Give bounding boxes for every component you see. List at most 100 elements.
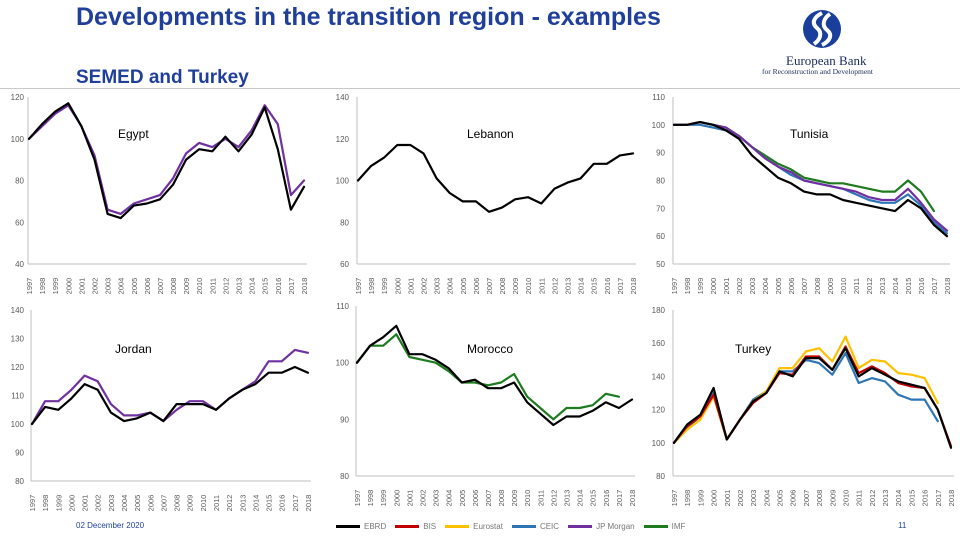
x-tick-label: 2014 xyxy=(894,490,903,507)
y-tick-label: 110 xyxy=(336,302,349,311)
x-tick-label: 2002 xyxy=(418,490,427,507)
x-tick-label: 2015 xyxy=(265,495,274,512)
logo-text-line1: European Bank xyxy=(786,53,867,68)
y-tick-label: 90 xyxy=(656,149,665,158)
legend-item-ebrd: EBRD xyxy=(336,522,386,531)
x-tick-label: 2000 xyxy=(393,278,402,295)
series-line-imf xyxy=(355,333,620,421)
x-tick-label: 2008 xyxy=(497,490,506,507)
x-tick-label: 2006 xyxy=(471,490,480,507)
x-tick-label: 2011 xyxy=(208,278,217,294)
x-tick-label: 2007 xyxy=(484,490,493,507)
x-tick-label: 1998 xyxy=(683,278,692,295)
y-tick-label: 120 xyxy=(11,363,25,372)
x-tick-label: 2007 xyxy=(802,490,811,507)
x-tick-label: 2016 xyxy=(278,495,287,512)
x-tick-label: 2016 xyxy=(602,490,611,507)
y-tick-label: 100 xyxy=(336,177,350,186)
y-tick-label: 130 xyxy=(11,335,25,344)
series-line-ebrd xyxy=(356,143,635,213)
x-tick-label: 2000 xyxy=(709,278,718,295)
legend-swatch xyxy=(568,524,593,528)
y-tick-label: 120 xyxy=(652,406,666,415)
footer-date: 02 December 2020 xyxy=(76,521,145,530)
x-tick-label: 1999 xyxy=(696,278,705,295)
x-tick-label: 2006 xyxy=(789,490,798,507)
x-tick-label: 2000 xyxy=(710,490,719,507)
x-tick-label: 2018 xyxy=(628,490,637,507)
x-tick-label: 1997 xyxy=(670,278,679,295)
chart-panel-label: Turkey xyxy=(735,342,771,356)
x-tick-label: 2017 xyxy=(615,490,624,507)
x-tick-label: 2003 xyxy=(432,490,441,507)
page-title: Developments in the transition region - … xyxy=(76,3,661,31)
x-tick-label: 1999 xyxy=(54,495,63,512)
x-tick-label: 2007 xyxy=(485,278,494,295)
x-tick-label: 2007 xyxy=(156,278,165,295)
x-tick-label: 1998 xyxy=(41,495,50,512)
x-tick-label: 2003 xyxy=(104,278,113,295)
x-tick-label: 2001 xyxy=(405,490,414,507)
legend-item-ceic: CEIC xyxy=(511,521,560,531)
legend-label: Eurostat xyxy=(473,521,503,531)
x-tick-label: 2010 xyxy=(195,278,204,295)
x-tick-label: 2014 xyxy=(576,490,585,507)
series-line-ebrd xyxy=(672,121,949,238)
x-tick-label: 1997 xyxy=(353,490,362,507)
x-tick-label: 2006 xyxy=(472,278,481,295)
x-tick-label: 2003 xyxy=(748,278,757,295)
x-tick-label: 2004 xyxy=(120,495,129,512)
x-tick-label: 2005 xyxy=(459,278,468,295)
x-tick-label: 2015 xyxy=(904,278,913,295)
legend-label: CEIC xyxy=(539,521,560,531)
x-tick-label: 2002 xyxy=(94,495,103,512)
series-line-ebrd xyxy=(672,347,953,449)
x-tick-label: 2012 xyxy=(549,490,558,507)
legend-label: BIS xyxy=(423,521,437,531)
x-tick-label: 2009 xyxy=(511,278,520,295)
legend-item-bis: BIS xyxy=(395,522,436,531)
legend-item-eurostat: Eurostat xyxy=(445,522,503,531)
x-tick-label: 2013 xyxy=(564,278,573,295)
legend-swatch xyxy=(395,524,420,528)
header-divider xyxy=(0,88,960,89)
x-tick-label: 1999 xyxy=(696,490,705,507)
x-tick-label: 2010 xyxy=(523,490,532,507)
x-tick-label: 2010 xyxy=(199,495,208,512)
legend-label: JP Morgan xyxy=(596,521,635,531)
y-tick-label: 140 xyxy=(652,372,666,381)
x-tick-label: 2007 xyxy=(800,278,809,295)
chart-panel-label: Jordan xyxy=(115,342,152,356)
y-tick-label: 180 xyxy=(652,306,666,315)
y-tick-label: 140 xyxy=(11,306,25,315)
x-tick-label: 2008 xyxy=(169,278,178,295)
x-tick-label: 2017 xyxy=(287,278,296,295)
x-tick-label: 2012 xyxy=(865,278,874,295)
x-tick-label: 2011 xyxy=(212,495,221,511)
y-tick-label: 120 xyxy=(11,93,25,102)
x-tick-label: 2017 xyxy=(616,278,625,295)
y-tick-label: 80 xyxy=(656,177,665,186)
series-line-ebrd xyxy=(27,102,306,220)
x-tick-label: 2010 xyxy=(841,490,850,507)
x-tick-label: 2012 xyxy=(225,495,234,512)
y-tick-label: 60 xyxy=(340,260,349,269)
x-tick-label: 2009 xyxy=(510,490,519,507)
x-tick-label: 2012 xyxy=(221,278,230,295)
x-tick-label: 2003 xyxy=(749,490,758,507)
x-tick-label: 2005 xyxy=(458,490,467,507)
x-tick-label: 1997 xyxy=(28,495,37,512)
x-tick-label: 1999 xyxy=(379,490,388,507)
y-tick-label: 80 xyxy=(15,477,24,486)
x-tick-label: 2003 xyxy=(107,495,116,512)
ebrd-logo xyxy=(803,10,841,48)
x-tick-label: 2018 xyxy=(947,490,956,507)
y-tick-label: 110 xyxy=(11,392,24,401)
x-tick-label: 2016 xyxy=(274,278,283,295)
x-tick-label: 1998 xyxy=(38,278,47,295)
x-tick-label: 2001 xyxy=(77,278,86,295)
x-tick-label: 2006 xyxy=(787,278,796,295)
